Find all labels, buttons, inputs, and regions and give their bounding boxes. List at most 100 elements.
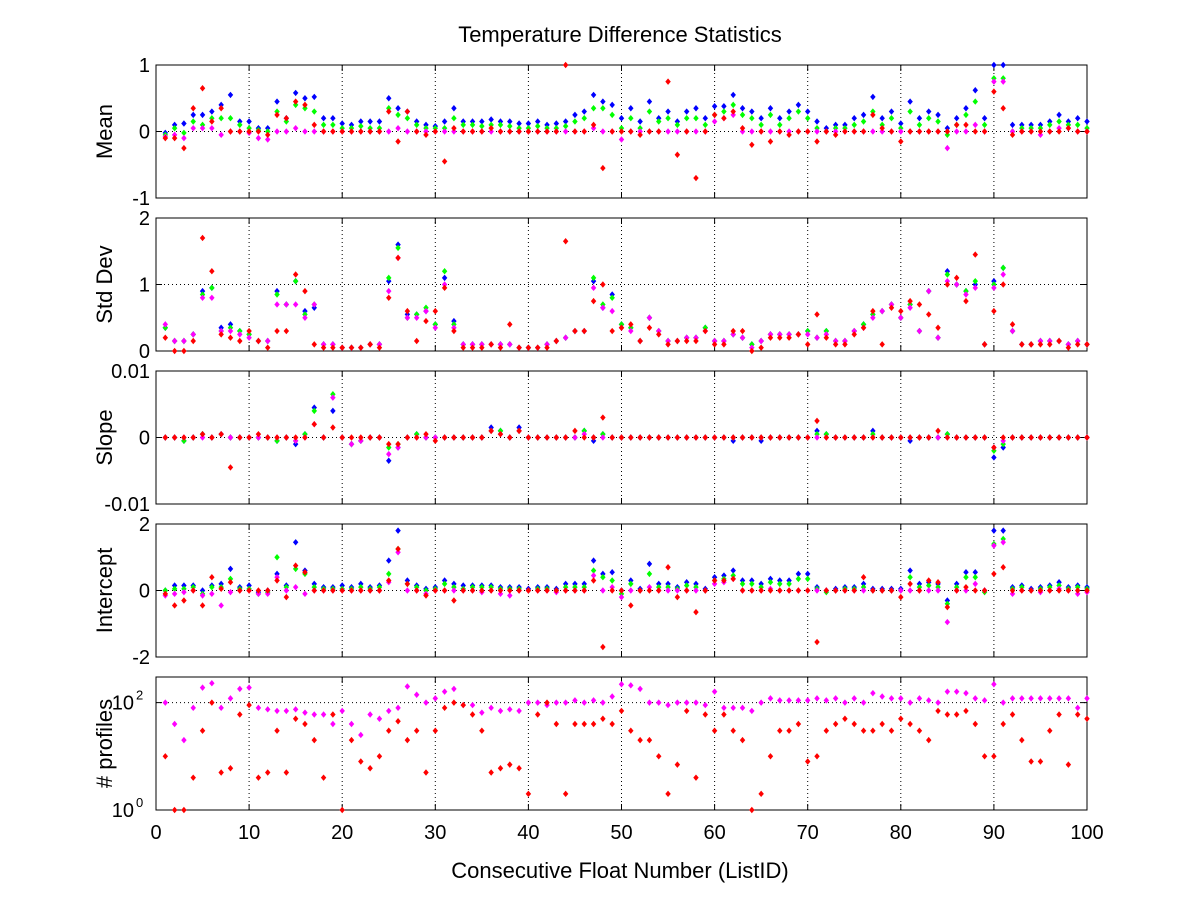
subplot-4: 10 010 2# profiles bbox=[92, 676, 1090, 822]
data-point bbox=[767, 578, 774, 586]
data-point bbox=[823, 334, 830, 341]
data-point bbox=[628, 587, 634, 594]
data-point bbox=[590, 91, 597, 99]
data-point bbox=[1065, 761, 1072, 768]
data-point bbox=[292, 271, 299, 278]
data-point bbox=[730, 108, 736, 115]
data-point bbox=[758, 121, 764, 129]
subplot-1: 0 1 2 Std Dev bbox=[92, 208, 1090, 363]
data-point bbox=[879, 693, 885, 700]
data-point bbox=[237, 121, 243, 129]
data-point bbox=[441, 158, 448, 165]
data-point bbox=[814, 638, 820, 646]
data-point bbox=[451, 685, 457, 693]
data-point bbox=[972, 720, 979, 728]
data-point bbox=[898, 587, 904, 594]
data-point bbox=[665, 790, 671, 798]
data-point bbox=[721, 114, 727, 122]
data-point bbox=[264, 706, 271, 713]
data-point bbox=[758, 790, 764, 798]
data-point bbox=[693, 699, 699, 706]
data-point bbox=[190, 587, 196, 594]
data-point bbox=[702, 128, 709, 135]
data-point bbox=[804, 114, 811, 122]
data-point bbox=[386, 557, 392, 564]
data-point bbox=[907, 98, 913, 105]
y-axis-label: Mean bbox=[92, 104, 117, 159]
y-tick-label: 1 bbox=[139, 55, 150, 77]
data-point bbox=[283, 114, 290, 122]
data-point bbox=[693, 608, 699, 616]
data-point bbox=[181, 736, 187, 744]
data-point bbox=[628, 105, 634, 112]
data-point bbox=[926, 736, 932, 744]
data-point bbox=[702, 434, 709, 441]
data-point bbox=[386, 444, 392, 451]
data-point bbox=[479, 128, 485, 135]
y-tick-label: 0 bbox=[139, 122, 150, 144]
data-point bbox=[488, 341, 494, 348]
data-point bbox=[860, 434, 867, 441]
data-point bbox=[1047, 434, 1053, 441]
data-point bbox=[1019, 434, 1025, 441]
data-point bbox=[255, 337, 262, 345]
data-point bbox=[702, 701, 709, 709]
data-point bbox=[181, 347, 187, 355]
data-point bbox=[292, 101, 299, 109]
data-point bbox=[953, 114, 960, 122]
data-point bbox=[1009, 327, 1016, 335]
data-point bbox=[376, 118, 383, 125]
data-point bbox=[395, 440, 401, 448]
data-point bbox=[907, 304, 913, 311]
data-point bbox=[255, 430, 262, 438]
y-axis-label: Slope bbox=[92, 409, 117, 465]
data-point bbox=[646, 128, 653, 135]
data-point bbox=[935, 699, 941, 706]
data-point bbox=[628, 321, 634, 328]
data-point bbox=[804, 434, 811, 441]
data-point bbox=[460, 587, 466, 594]
data-point bbox=[162, 134, 169, 142]
data-point bbox=[181, 144, 187, 152]
data-point bbox=[907, 297, 913, 305]
data-point bbox=[544, 699, 550, 706]
data-point bbox=[376, 128, 383, 135]
x-tick-label: 40 bbox=[517, 822, 539, 844]
data-point bbox=[255, 774, 262, 781]
data-point bbox=[404, 108, 411, 115]
data-point bbox=[534, 587, 541, 594]
data-point bbox=[516, 128, 522, 135]
data-point bbox=[721, 434, 727, 441]
data-point bbox=[1065, 434, 1072, 441]
data-point bbox=[283, 128, 290, 135]
data-point bbox=[786, 114, 792, 122]
data-point bbox=[572, 128, 578, 135]
data-point bbox=[1084, 434, 1090, 441]
data-point bbox=[1037, 131, 1044, 139]
data-point bbox=[944, 131, 951, 139]
data-point bbox=[348, 440, 355, 448]
data-point bbox=[292, 565, 299, 573]
data-point bbox=[572, 327, 578, 335]
data-point bbox=[488, 704, 494, 712]
data-point bbox=[404, 114, 411, 122]
data-point bbox=[404, 128, 411, 135]
data-point bbox=[544, 434, 550, 441]
data-point bbox=[199, 294, 206, 302]
data-point bbox=[292, 706, 299, 713]
data-point bbox=[926, 434, 932, 441]
data-point bbox=[386, 95, 392, 102]
data-point bbox=[292, 301, 299, 308]
data-point bbox=[386, 457, 392, 464]
data-point bbox=[302, 128, 308, 135]
data-point bbox=[283, 327, 290, 335]
data-point bbox=[739, 327, 746, 335]
data-point bbox=[758, 344, 764, 351]
data-point bbox=[600, 281, 606, 288]
data-point bbox=[860, 573, 867, 581]
data-point bbox=[758, 434, 764, 441]
data-point bbox=[842, 434, 848, 441]
data-point bbox=[767, 434, 774, 441]
data-point bbox=[758, 114, 764, 122]
